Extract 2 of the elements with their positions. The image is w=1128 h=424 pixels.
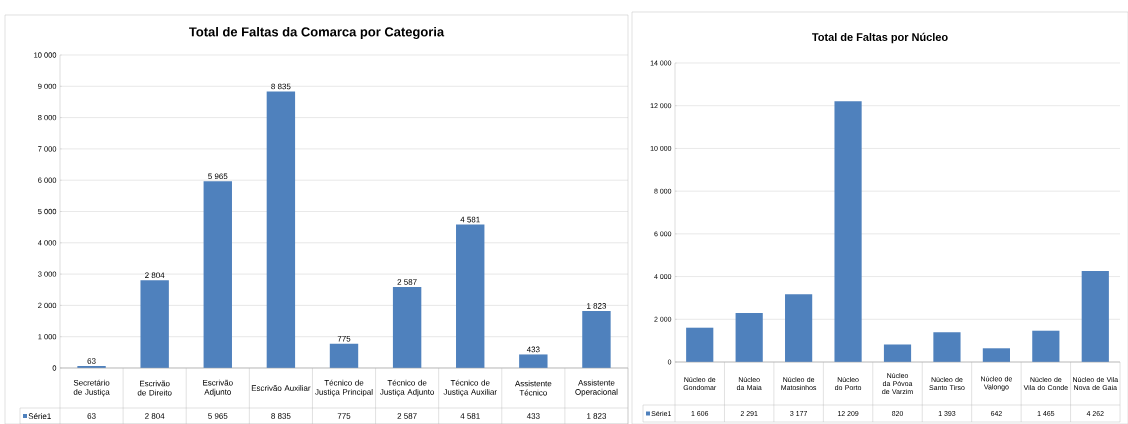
chart-title: Total de Faltas por Núcleo bbox=[812, 32, 948, 44]
chart-title: Total de Faltas da Comarca por Categoria bbox=[189, 26, 445, 40]
